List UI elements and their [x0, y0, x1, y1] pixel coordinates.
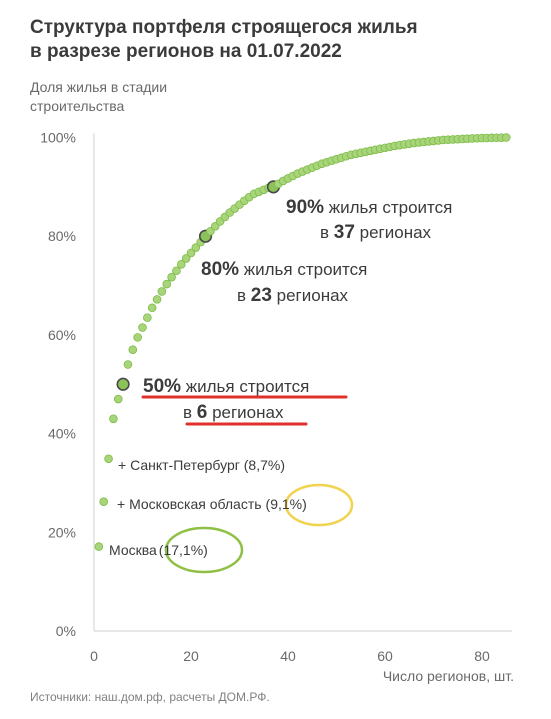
y-tick-label: 0% — [56, 623, 76, 639]
annotation-80-line-1: 80% жилья строится — [201, 259, 367, 280]
data-point — [143, 313, 152, 322]
data-point — [104, 454, 113, 464]
x-axis-label: Число регионов, шт. — [383, 668, 514, 684]
annotation-50-line-2: в 6 регионах — [183, 402, 284, 423]
data-point — [147, 303, 157, 313]
title-line-2: в разрезе регионов на 01.07.2022 — [30, 41, 342, 62]
data-point — [109, 414, 118, 424]
y-tick-label: 40% — [48, 426, 76, 442]
data-point — [113, 394, 123, 404]
data-point — [123, 360, 133, 369]
data-point — [181, 254, 191, 263]
data-point — [99, 497, 108, 507]
highlight-circle-msk — [164, 526, 244, 574]
chart-title: Структура портфеля строящегося жилья в р… — [30, 16, 530, 64]
data-point — [133, 333, 142, 342]
y-axis-label-line-1: Доля жилья в стадии — [30, 79, 168, 95]
data-point — [162, 279, 172, 289]
y-axis-label-line-2: строительства — [30, 98, 125, 114]
axis-ticks: 0% 20% 40% 60% 80% 100% 0 20 40 60 80 — [40, 130, 490, 665]
data-point — [191, 243, 201, 252]
annotation-circles — [164, 483, 354, 574]
x-tick-label: 40 — [280, 648, 296, 664]
annotation-80-line-2: в 23 регионах — [237, 285, 349, 306]
data-point — [128, 345, 138, 355]
x-tick-label: 60 — [377, 648, 393, 664]
x-tick-label: 80 — [474, 648, 490, 664]
annotation-90-line-1: 90% жилья строится — [286, 197, 452, 218]
source-note: Источники: наш.дом.рф, расчеты ДОМ.РФ. — [30, 690, 270, 704]
y-tick-label: 100% — [40, 130, 76, 146]
annotation-mo: + Московская область (9,1%) — [117, 496, 307, 512]
x-tick-label: 20 — [183, 648, 199, 664]
data-points — [94, 133, 511, 551]
highlight-circle-mo — [284, 483, 354, 527]
highlighted-point — [116, 377, 130, 391]
x-tick-label: 0 — [90, 648, 98, 664]
annotation-msk: Москва (17,1%) — [109, 542, 208, 558]
y-tick-label: 80% — [48, 228, 76, 244]
data-point — [186, 248, 196, 258]
data-point — [172, 266, 181, 276]
axes — [93, 133, 513, 632]
annotation-90-line-2: в 37 регионах — [320, 222, 432, 243]
data-point — [138, 323, 147, 332]
annotation-spb: + Санкт-Петербург (8,7%) — [118, 457, 285, 473]
data-point — [177, 260, 186, 269]
data-point — [167, 272, 176, 282]
data-point — [501, 133, 511, 142]
title-line-1: Структура портфеля строящегося жилья — [30, 17, 418, 38]
y-tick-label: 60% — [48, 327, 76, 343]
y-axis-label: Доля жилья в стадии строительства — [30, 78, 230, 116]
data-point — [94, 542, 104, 551]
y-tick-label: 20% — [48, 524, 76, 540]
data-point — [152, 295, 162, 304]
data-point — [157, 287, 167, 296]
annotation-50-line-1: 50% жилья строится — [143, 376, 309, 397]
